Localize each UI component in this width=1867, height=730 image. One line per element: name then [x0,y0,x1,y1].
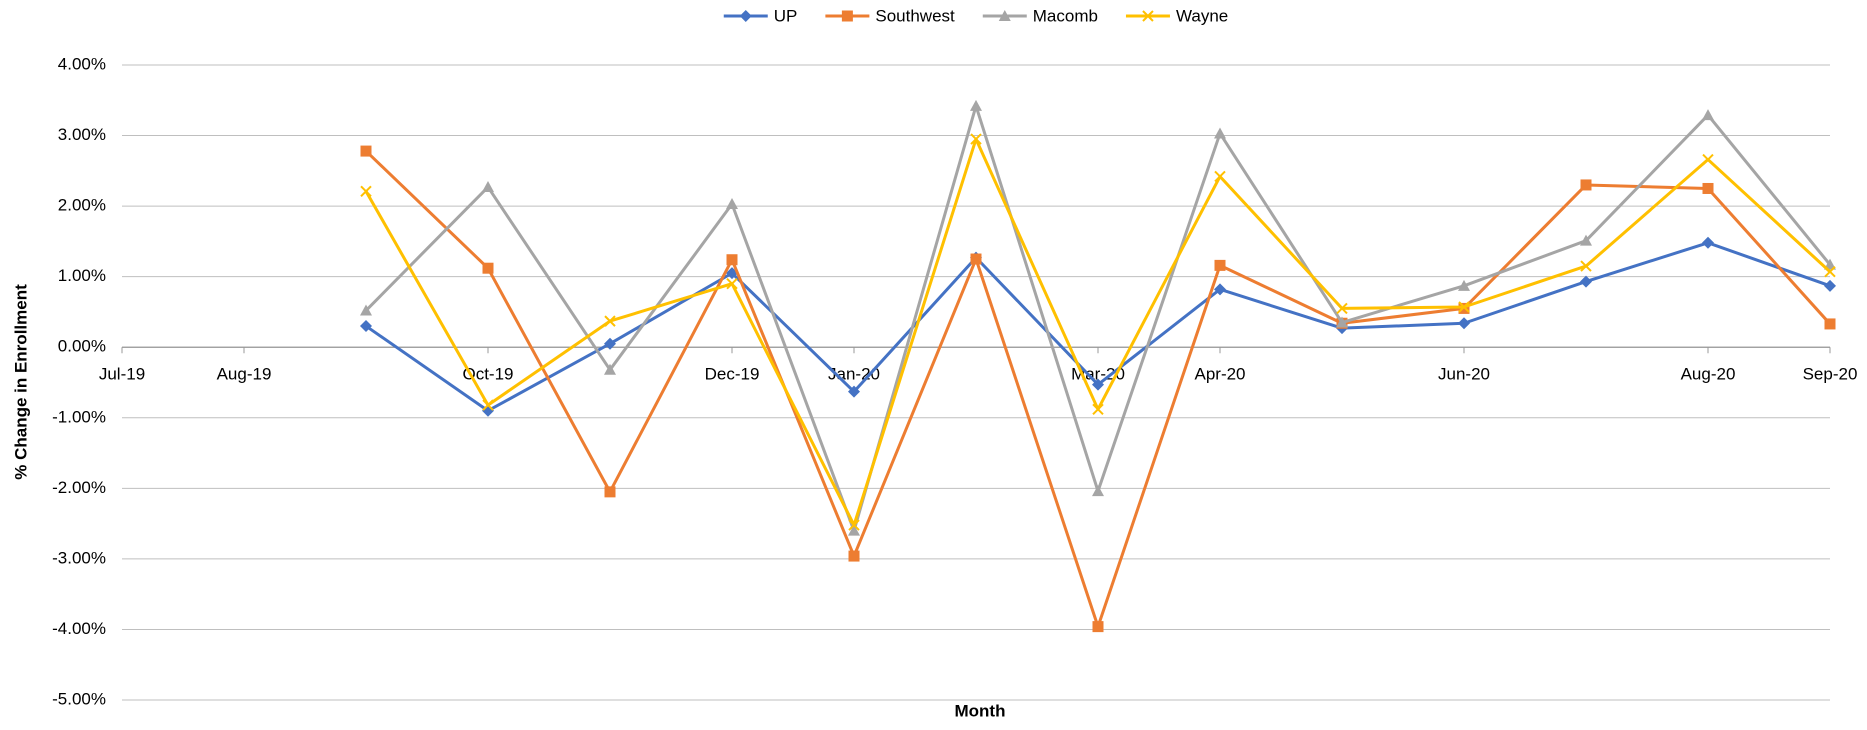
marker [360,185,372,198]
marker [360,145,372,157]
marker [604,486,616,498]
x-tick-label: Apr-20 [1194,365,1245,384]
marker [1580,179,1592,191]
marker [1092,378,1104,391]
y-tick-label: -3.00% [52,548,106,567]
legend-item: Wayne [1125,6,1228,25]
marker [1580,275,1592,288]
marker [1458,279,1470,291]
marker [482,262,494,274]
marker [1824,279,1836,292]
marker [970,133,982,145]
marker [1824,318,1836,330]
y-tick-label: -1.00% [52,407,106,426]
marker [998,10,1011,21]
marker [1824,266,1836,278]
marker [1702,109,1714,121]
legend: UP Southwest Macomb Wayne [723,6,1228,25]
marker [848,524,860,536]
series-line [364,104,1832,533]
marker [604,363,616,375]
marker [482,399,494,411]
y-axis-title: % Change in Enrollment [11,284,30,480]
x-axis-title: Month [955,701,1006,720]
marker [1458,301,1470,313]
y-tick-label: -4.00% [52,619,106,638]
marker [726,278,738,290]
marker [970,253,982,265]
marker [1214,127,1226,139]
marker [1142,10,1154,22]
legend-label: UP [774,6,798,25]
y-tick-label: 1.00% [58,266,106,285]
legend-label: Macomb [1033,6,1098,25]
legend-label: Southwest [875,6,955,25]
marker [970,99,982,111]
marker [848,385,860,398]
marker [604,337,616,350]
y-tick-label: 0.00% [58,337,106,356]
marker [1580,234,1592,246]
legend-item: Macomb [982,6,1098,25]
marker [1580,260,1592,272]
marker [1702,153,1714,166]
y-tick-label: -5.00% [52,689,106,708]
x-tick-label: Aug-19 [217,365,272,384]
y-tick-label: 2.00% [58,196,106,215]
x-tick-label: Sep-20 [1803,365,1858,384]
marker [1458,317,1470,330]
legend-label: Wayne [1176,6,1228,25]
marker [1702,182,1714,194]
marker [726,254,738,266]
y-tick-label: 3.00% [58,125,106,144]
marker [841,10,853,22]
marker [1214,170,1226,183]
y-tick-label: 4.00% [58,54,106,73]
x-tick-label: Dec-19 [705,365,760,384]
marker [1092,403,1104,416]
marker [1336,302,1348,315]
marker [1214,283,1226,296]
x-tick-label: Jun-20 [1438,365,1490,384]
marker [848,550,860,562]
marker [1092,485,1104,497]
marker [1214,259,1226,271]
x-tick-label: Aug-20 [1681,365,1736,384]
x-tick-label: Jul-19 [99,365,145,384]
marker [848,519,860,531]
x-tick-label: Oct-19 [462,365,513,384]
legend-item: UP [723,6,798,25]
marker [482,181,494,193]
marker [1336,316,1348,328]
legend-item: Southwest [825,6,955,25]
marker [739,10,752,22]
marker [1824,258,1836,270]
marker [1702,236,1714,249]
y-tick-label: -2.00% [52,478,106,497]
marker [604,315,616,327]
marker [1092,621,1104,633]
marker [726,197,738,209]
marker [360,320,372,333]
marker [360,304,372,316]
